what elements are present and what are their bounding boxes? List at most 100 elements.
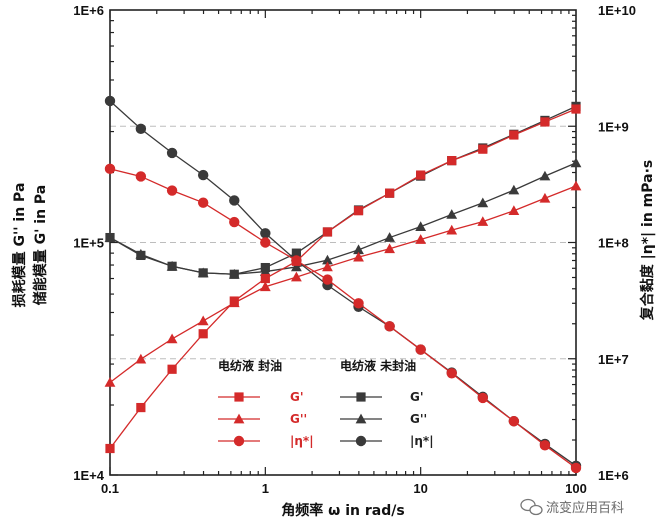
- series-sealed-triangle: [104, 180, 582, 387]
- data-point-sealed-triangle: [415, 234, 427, 244]
- y-right-tick-label: 1E+8: [598, 236, 629, 251]
- data-point-unsealed-triangle: [539, 170, 551, 181]
- data-point-unsealed-triangle: [570, 157, 582, 168]
- data-point-sealed-square: [353, 206, 364, 216]
- data-point-unsealed-triangle: [322, 254, 333, 265]
- gridlines: [110, 125, 576, 360]
- data-point-sealed-triangle: [135, 353, 147, 364]
- data-point-unsealed-triangle: [291, 261, 302, 272]
- axis-tick-labels: 0.1 1 10 100 1E+4 1E+5 1E+6 1E+6 1E+7 1E+8 1E+9 1E+…: [73, 3, 636, 496]
- data-point-sealed-triangle: [228, 297, 240, 308]
- data-point-sealed-circle: [508, 416, 520, 427]
- data-point-sealed-circle: [477, 392, 489, 404]
- data-point-sealed-square: [167, 364, 177, 374]
- data-point-unsealed-circle: [229, 195, 240, 206]
- data-point-sealed-triangle: [570, 180, 582, 191]
- data-point-sealed-circle: [166, 185, 178, 196]
- data-point-sealed-circle: [135, 171, 147, 182]
- data-point-sealed-circle: [570, 462, 582, 474]
- data-point-sealed-triangle: [259, 281, 271, 292]
- data-point-sealed-triangle: [477, 216, 489, 226]
- data-point-sealed-square: [416, 170, 426, 180]
- y-right-tick-label: 1E+10: [598, 3, 636, 18]
- data-point-sealed-triangle: [104, 377, 116, 387]
- data-point-sealed-square: [540, 117, 550, 127]
- legend-marker-sealed-circle: [233, 435, 245, 447]
- series-unsealed-triangle: [104, 157, 582, 279]
- data-point-sealed-triangle: [539, 192, 551, 203]
- y-left-tick-label: 1E+5: [73, 236, 104, 251]
- x-tick-label: 100: [565, 481, 587, 496]
- data-point-sealed-square: [260, 273, 270, 284]
- watermark-text: 流变应用百科: [546, 500, 624, 516]
- legend-label-unsealed-triangle: G'': [410, 412, 427, 426]
- data-point-sealed-triangle: [353, 251, 364, 262]
- data-point-sealed-circle: [104, 163, 116, 175]
- series-line-sealed-circle: [109, 168, 577, 469]
- data-point-unsealed-triangle: [197, 267, 209, 278]
- x-tick-label: 0.1: [101, 481, 119, 496]
- data-point-sealed-square: [385, 188, 395, 198]
- data-point-unsealed-triangle: [104, 232, 116, 242]
- data-point-unsealed-triangle: [446, 209, 458, 219]
- data-point-sealed-square: [136, 402, 146, 413]
- data-point-unsealed-triangle: [384, 232, 396, 242]
- y-left-tick-label: 1E+6: [73, 3, 104, 18]
- data-point-unsealed-triangle: [477, 197, 489, 208]
- data-point-sealed-circle: [353, 298, 364, 309]
- legend-label-sealed-triangle: G'': [290, 412, 307, 426]
- data-point-unsealed-triangle: [228, 268, 240, 279]
- data-point-unsealed-circle: [104, 95, 116, 107]
- data-point-sealed-circle: [446, 368, 457, 379]
- axis-ticks: [109, 10, 577, 476]
- data-point-sealed-square: [447, 156, 457, 166]
- legend-marker-sealed-triangle: [233, 413, 245, 424]
- legend-label-unsealed-circle: |η*|: [410, 434, 434, 448]
- y-right-tick-label: 1E+6: [598, 468, 629, 483]
- data-point-unsealed-circle: [197, 169, 209, 181]
- y-axis-title-left-loss: 损耗模量 G'' in Pa: [11, 183, 28, 308]
- legend-group-title-unsealed: 电纺液 未封油: [340, 358, 416, 373]
- legend-marker-sealed-square: [234, 392, 244, 402]
- data-point-unsealed-triangle: [135, 248, 147, 259]
- data-point-sealed-square: [571, 104, 581, 114]
- y-right-tick-label: 1E+9: [598, 119, 629, 134]
- data-point-sealed-square: [198, 329, 208, 339]
- legend: 电纺液 封油 电纺液 未封油 G' G'' |η*| G' G'' |η*|: [218, 358, 434, 448]
- x-tick-label: 1: [262, 481, 269, 496]
- data-point-unsealed-triangle: [259, 266, 271, 276]
- legend-marker-unsealed-circle: [355, 435, 367, 447]
- data-point-unsealed-triangle: [415, 221, 427, 231]
- series-layer: [104, 95, 582, 474]
- series-line-sealed-triangle: [109, 185, 577, 383]
- data-point-sealed-triangle: [322, 261, 333, 272]
- data-point-sealed-circle: [229, 216, 240, 228]
- data-point-sealed-circle: [322, 274, 333, 285]
- series-line-unsealed-circle: [109, 100, 577, 467]
- legend-marker-unsealed-square: [356, 392, 366, 402]
- x-tick-label: 10: [413, 481, 427, 496]
- data-point-sealed-square: [105, 443, 115, 454]
- watermark: 流变应用百科: [520, 498, 624, 516]
- data-point-unsealed-circle: [260, 228, 271, 239]
- series-line-unsealed-triangle: [109, 162, 577, 275]
- data-point-unsealed-triangle: [508, 184, 520, 195]
- series-line-unsealed-square: [109, 105, 577, 275]
- data-point-sealed-circle: [415, 344, 426, 355]
- series-line-sealed-square: [109, 108, 577, 449]
- data-point-sealed-triangle: [166, 333, 178, 344]
- data-point-sealed-triangle: [508, 205, 520, 216]
- data-point-unsealed-triangle: [353, 244, 364, 255]
- legend-group-title-sealed: 电纺液 封油: [218, 358, 282, 373]
- data-point-sealed-square: [478, 144, 488, 154]
- y-left-tick-label: 1E+4: [73, 468, 104, 483]
- data-point-sealed-circle: [197, 197, 209, 208]
- legend-label-sealed-square: G': [290, 390, 304, 404]
- data-point-unsealed-circle: [166, 147, 178, 159]
- data-point-sealed-circle: [260, 237, 271, 248]
- wechat-icon: [520, 498, 543, 516]
- data-point-unsealed-square: [291, 248, 302, 258]
- data-point-sealed-triangle: [446, 224, 458, 235]
- data-point-sealed-triangle: [197, 315, 209, 326]
